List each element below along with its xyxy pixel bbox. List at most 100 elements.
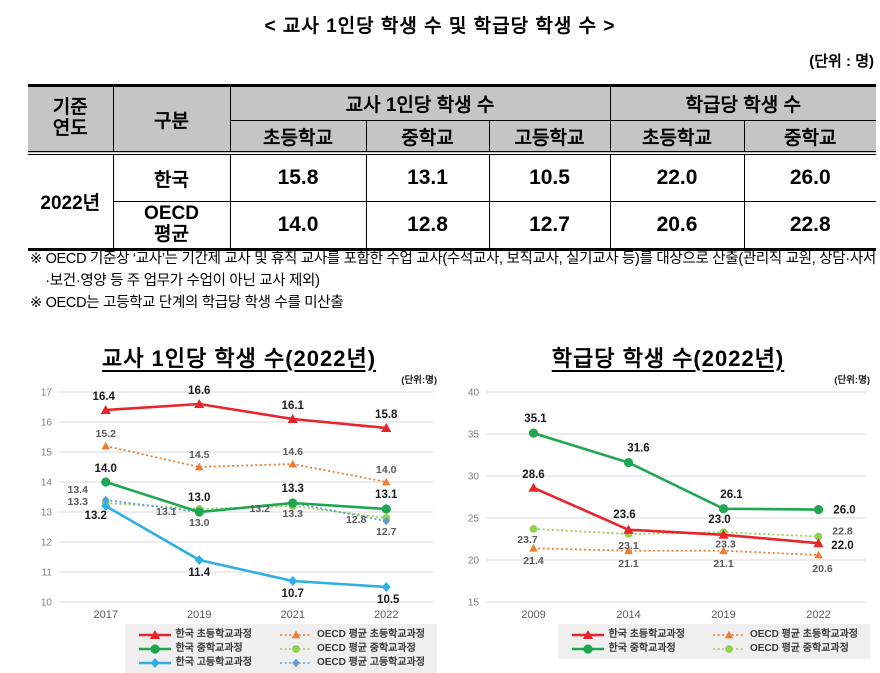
chart-students-per-teacher: 교사 1인당 학생 수(2022년) (단위:명) 10 11 12 13 14 15 16… — [33, 341, 445, 673]
data-label: 26.0 — [833, 505, 855, 517]
x-axis-tick-label: 2014 — [616, 609, 640, 621]
chart-title: 교사 1인당 학생 수(2022년) — [101, 346, 377, 371]
data-label: 16.6 — [188, 385, 210, 397]
y-axis-tick-label: 14 — [41, 478, 53, 489]
table-cell: 22.8 — [743, 201, 877, 250]
y-axis-tick-label: 12 — [41, 538, 53, 549]
data-label: 11.4 — [188, 567, 210, 579]
x-axis-tick-label: 2022 — [806, 609, 830, 621]
legend-label: OECD 평균 고등학교과정 — [316, 657, 425, 668]
data-label: 13.3 — [282, 483, 304, 495]
students-per-class-line-chart: 15 20 25 30 35 40 2009 2014 2019 2022 28.6 23.6 23.0… — [468, 388, 866, 621]
legend-swatch — [571, 629, 604, 639]
data-label: 13.2 — [85, 510, 107, 522]
legend-label: OECD 평균 초등학교과정 — [316, 629, 425, 640]
data-label: 15.2 — [96, 428, 117, 440]
table-header-base-year: 기준 연도 — [28, 85, 114, 155]
y-axis-tick-label: 25 — [468, 514, 480, 525]
legend-label: OECD 평균 중학교과정 — [749, 643, 849, 654]
legend-item: 한국 중학교과정 — [570, 642, 685, 655]
legend-item: 한국 중학교과정 — [137, 642, 252, 655]
legend-swatch — [279, 644, 312, 653]
series-0 — [100, 399, 392, 432]
data-label: 10.5 — [377, 594, 400, 606]
legend-label: 한국 고등학교과정 — [175, 657, 252, 668]
legend-swatch — [138, 629, 171, 639]
data-label: 13.3 — [68, 496, 89, 508]
chart-unit-label: (단위:명) — [401, 375, 437, 386]
legend-item: 한국 초등학교과정 — [137, 628, 252, 641]
x-axis-tick-label: 2017 — [94, 609, 118, 621]
data-label: 13.1 — [156, 506, 177, 518]
table-header-high: 고등학교 — [488, 120, 611, 155]
legend-label: 한국 초등학교과정 — [608, 629, 685, 640]
x-axis-tick-label: 2021 — [281, 609, 305, 621]
legend-swatch — [712, 644, 745, 653]
data-label: 16.4 — [93, 391, 116, 403]
legend-swatch — [279, 658, 312, 667]
legend-swatch — [138, 657, 171, 668]
data-label: 13.3 — [283, 508, 304, 520]
legend-item: 한국 고등학교과정 — [137, 656, 252, 669]
x-axis-tick-label: 2022 — [374, 609, 398, 621]
footnotes: ※ OECD 기준상 ‘교사’는 기간제 교사 및 휴직 교사를 포함한 수업 … — [30, 249, 876, 314]
data-label: 14.6 — [283, 446, 304, 458]
series-2 — [529, 544, 823, 559]
legend-label: OECD 평균 중학교과정 — [316, 643, 416, 654]
table-row-label: 한국 — [112, 152, 231, 202]
data-label: 23.1 — [618, 540, 639, 552]
data-label: 23.0 — [708, 514, 730, 526]
data-label: 21.1 — [713, 558, 734, 570]
y-axis-tick-label: 13 — [41, 508, 53, 519]
series-1 — [528, 428, 824, 515]
gridlines: 10 11 12 13 14 15 16 17 — [41, 388, 433, 609]
table-year-cell: 2022년 — [28, 152, 114, 250]
table-row-korea: 2022년 한국 15.8 13.1 10.5 22.0 26.0 — [28, 152, 877, 250]
data-label: 14.5 — [189, 449, 210, 461]
table-header-category: 구분 — [112, 85, 231, 155]
y-axis-tick-label: 35 — [468, 430, 480, 441]
data-label: 26.1 — [720, 489, 743, 501]
y-axis-tick-label: 16 — [41, 418, 53, 429]
table-header-middle-class: 중학교 — [743, 120, 877, 155]
data-label: 23.7 — [517, 534, 538, 546]
legend-label: 한국 초등학교과정 — [175, 629, 252, 640]
y-axis-tick-label: 10 — [41, 598, 53, 609]
table-header-group-class: 학급당 학생 수 — [609, 85, 877, 121]
table-cell: 15.8 — [229, 152, 367, 202]
data-label: 21.1 — [618, 558, 639, 570]
data-label: 13.1 — [375, 489, 398, 501]
series-2 — [101, 501, 391, 592]
chart-students-per-class: 학급당 학생 수(2022년) (단위:명) 15 20 25 30 35 40 2009 2… — [458, 341, 878, 673]
chart-title-wrap: 교사 1인당 학생 수(2022년) — [33, 341, 445, 371]
data-label: 12.8 — [346, 514, 367, 526]
data-label: 13.2 — [250, 503, 271, 515]
summary-table: 기준 연도 구분 교사 1인당 학생 수 학급당 학생 수 초등학교 중학교 고… — [28, 84, 877, 251]
legend-label: 한국 중학교과정 — [608, 643, 676, 654]
y-axis-tick-label: 20 — [468, 556, 480, 567]
legend-item: OECD 평균 중학교과정 — [278, 642, 425, 655]
table-cell: 12.7 — [488, 201, 611, 250]
gridlines: 15 20 25 30 35 40 — [468, 388, 866, 609]
data-label: 10.7 — [282, 588, 304, 600]
unit-note: (단위 : 명) — [809, 53, 874, 70]
table-cell: 20.6 — [609, 201, 745, 250]
y-axis-tick-label: 30 — [468, 472, 480, 483]
students-per-teacher-line-chart: 10 11 12 13 14 15 16 17 2017 2019 2021 2022 16.4 16.6… — [41, 385, 433, 621]
legend-item: OECD 평균 초등학교과정 — [278, 628, 425, 641]
data-label: 28.6 — [522, 469, 544, 481]
data-label: 16.1 — [282, 400, 305, 412]
table-header-elementary: 초등학교 — [229, 120, 367, 155]
series-3 — [101, 441, 391, 486]
table-row-label: OECD 평균 — [112, 201, 231, 250]
chart-legend: 한국 초등학교과정 한국 중학교과정 OECD 평균 초등학교과정 OECD 평균 중… — [557, 624, 870, 659]
chart-title-wrap: 학급당 학생 수(2022년) — [458, 341, 878, 371]
table-cell: 13.1 — [365, 152, 490, 202]
footnote-teacher-definition: ※ OECD 기준상 ‘교사’는 기간제 교사 및 휴직 교사를 포함한 수업 … — [30, 251, 876, 289]
data-label: 12.7 — [376, 526, 397, 538]
series-1 — [101, 477, 391, 517]
footnote-oecd-high-school: ※ OECD는 고등학교 단계의 학급당 학생 수를 미산출 — [30, 294, 344, 311]
y-axis-tick-label: 15 — [41, 448, 53, 459]
legend-swatch — [712, 630, 745, 638]
